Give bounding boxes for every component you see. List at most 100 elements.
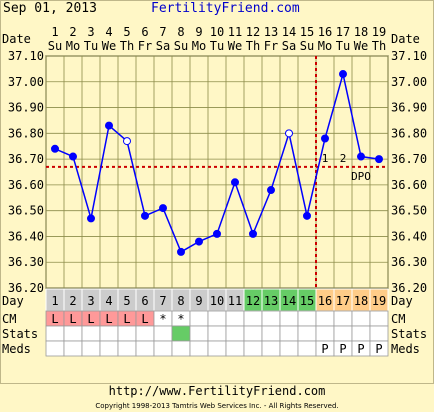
meds-cell bbox=[207, 340, 227, 357]
dpo-marker: 1 bbox=[322, 152, 329, 165]
date-row-label-right: Date bbox=[391, 32, 420, 46]
cycle-day-number: 5 bbox=[123, 294, 130, 308]
temperature-point bbox=[195, 237, 203, 246]
cycle-day-number: 19 bbox=[372, 294, 386, 308]
day-row-label: Day bbox=[2, 294, 24, 308]
meds-cell bbox=[99, 340, 119, 357]
cycle-day-number: 3 bbox=[87, 294, 94, 308]
y-tick-label-left: 36.60 bbox=[8, 178, 44, 192]
cycle-day-number: 15 bbox=[300, 294, 314, 308]
weekday-label: Fr bbox=[264, 39, 278, 53]
y-tick-label-right: 36.80 bbox=[391, 126, 427, 140]
cm-cell bbox=[351, 310, 371, 327]
weekday-label: Tu bbox=[210, 39, 224, 53]
chart-date: Sep 01, 2013 bbox=[3, 1, 97, 16]
date-number: 7 bbox=[159, 25, 166, 39]
weekday-label: We bbox=[102, 39, 116, 53]
weekday-label: Sa bbox=[282, 39, 296, 53]
cm-value: L bbox=[69, 312, 76, 326]
stats-cell bbox=[297, 325, 317, 342]
stats-cell bbox=[225, 325, 245, 342]
weekday-label: Su bbox=[300, 39, 314, 53]
cm-cell bbox=[297, 310, 317, 327]
cm-cell bbox=[207, 310, 227, 327]
cycle-day-number: 16 bbox=[318, 294, 332, 308]
meds-cell bbox=[243, 340, 263, 357]
stats-cell bbox=[45, 325, 65, 342]
temperature-point bbox=[105, 121, 113, 130]
weekday-label: Mo bbox=[66, 39, 80, 53]
cycle-day-number: 13 bbox=[264, 294, 278, 308]
weekday-label: Sa bbox=[156, 39, 170, 53]
temperature-point bbox=[285, 129, 293, 138]
day-row-label-right: Day bbox=[391, 294, 413, 308]
cm-value: * bbox=[177, 312, 184, 326]
y-tick-label-right: 36.90 bbox=[391, 101, 427, 115]
date-number: 10 bbox=[210, 25, 224, 39]
cycle-day-number: 1 bbox=[51, 294, 58, 308]
weekday-label: Th bbox=[372, 39, 386, 53]
y-tick-label-left: 36.30 bbox=[8, 255, 44, 269]
date-number: 13 bbox=[264, 25, 278, 39]
cm-cell bbox=[333, 310, 353, 327]
dpo-marker: 2 bbox=[340, 152, 347, 165]
footer-url[interactable]: http://www.FertilityFriend.com bbox=[108, 384, 326, 398]
cycle-day-number: 7 bbox=[159, 294, 166, 308]
cycle-day-number: 12 bbox=[246, 294, 260, 308]
cm-row-label-right: CM bbox=[391, 312, 405, 326]
cycle-day-number: 2 bbox=[69, 294, 76, 308]
y-tick-label-right: 36.70 bbox=[391, 152, 427, 166]
cm-cell bbox=[243, 310, 263, 327]
temperature-point bbox=[321, 134, 329, 143]
y-tick-label-right: 36.50 bbox=[391, 204, 427, 218]
stats-row-label: Stats bbox=[2, 327, 38, 341]
meds-row-label: Meds bbox=[2, 342, 31, 356]
meds-value: P bbox=[357, 342, 364, 356]
cm-cell bbox=[189, 310, 209, 327]
stats-cell bbox=[81, 325, 101, 342]
date-number: 3 bbox=[87, 25, 94, 39]
cm-value: L bbox=[141, 312, 148, 326]
date-number: 8 bbox=[177, 25, 184, 39]
meds-value: P bbox=[375, 342, 382, 356]
stats-cell bbox=[351, 325, 371, 342]
cycle-day-number: 11 bbox=[228, 294, 242, 308]
y-tick-label-right: 36.20 bbox=[391, 281, 427, 295]
meds-cell bbox=[261, 340, 281, 357]
y-tick-label-left: 36.20 bbox=[8, 281, 44, 295]
cm-value: L bbox=[87, 312, 94, 326]
stats-cell bbox=[369, 325, 389, 342]
cm-value: L bbox=[105, 312, 112, 326]
temperature-point bbox=[213, 229, 221, 238]
cm-value: * bbox=[159, 312, 166, 326]
meds-cell bbox=[117, 340, 137, 357]
date-number: 4 bbox=[105, 25, 112, 39]
stats-cell bbox=[117, 325, 137, 342]
cycle-day-number: 18 bbox=[354, 294, 368, 308]
brand-link[interactable]: FertilityFriend.com bbox=[151, 1, 300, 16]
temperature-point bbox=[249, 229, 257, 238]
cm-cell bbox=[225, 310, 245, 327]
date-number: 16 bbox=[318, 25, 332, 39]
meds-cell bbox=[171, 340, 191, 357]
cycle-day-number: 14 bbox=[282, 294, 296, 308]
meds-cell bbox=[81, 340, 101, 357]
date-number: 2 bbox=[69, 25, 76, 39]
stats-cell bbox=[63, 325, 83, 342]
temperature-point bbox=[303, 211, 311, 220]
temperature-point bbox=[141, 211, 149, 220]
cycle-day-number: 8 bbox=[177, 294, 184, 308]
temperature-point bbox=[339, 70, 347, 79]
cm-cell bbox=[279, 310, 299, 327]
stats-cell bbox=[153, 325, 173, 342]
y-tick-label-left: 36.80 bbox=[8, 126, 44, 140]
meds-cell bbox=[369, 340, 389, 357]
date-number: 19 bbox=[372, 25, 386, 39]
date-number: 15 bbox=[300, 25, 314, 39]
meds-cell bbox=[225, 340, 245, 357]
y-tick-label-right: 37.00 bbox=[391, 75, 427, 89]
date-number: 1 bbox=[51, 25, 58, 39]
date-number: 9 bbox=[195, 25, 202, 39]
meds-cell bbox=[63, 340, 83, 357]
cm-value: L bbox=[123, 312, 130, 326]
